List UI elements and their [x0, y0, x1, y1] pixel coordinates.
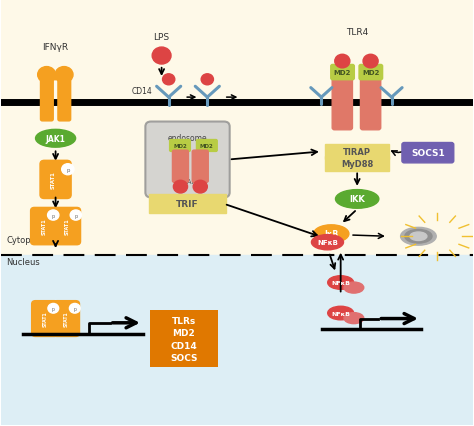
Ellipse shape	[314, 225, 349, 243]
Text: NFκB: NFκB	[331, 311, 350, 316]
Circle shape	[48, 304, 59, 314]
Text: IFNγR: IFNγR	[43, 43, 69, 52]
Text: JAK1: JAK1	[46, 135, 65, 144]
Text: MD2: MD2	[173, 144, 187, 149]
FancyBboxPatch shape	[150, 311, 218, 367]
Circle shape	[69, 304, 80, 314]
Text: TLRs
MD2
CD14
SOCS: TLRs MD2 CD14 SOCS	[170, 316, 198, 363]
Text: CD14: CD14	[131, 86, 152, 95]
FancyBboxPatch shape	[197, 140, 217, 152]
Circle shape	[163, 75, 175, 86]
Ellipse shape	[36, 130, 76, 148]
Text: TRIF: TRIF	[176, 200, 199, 209]
Ellipse shape	[336, 190, 379, 209]
Circle shape	[47, 210, 59, 221]
Circle shape	[152, 48, 171, 65]
Circle shape	[173, 181, 188, 193]
FancyBboxPatch shape	[40, 161, 71, 199]
Circle shape	[201, 75, 213, 86]
FancyBboxPatch shape	[332, 78, 353, 130]
FancyBboxPatch shape	[44, 74, 67, 81]
Text: p: p	[66, 167, 70, 173]
Bar	[1, 1, 473, 255]
Text: p: p	[73, 306, 76, 311]
Text: endosome: endosome	[168, 133, 207, 142]
Ellipse shape	[344, 282, 364, 294]
Text: p: p	[52, 213, 55, 218]
Text: MD2: MD2	[200, 144, 214, 149]
Circle shape	[335, 55, 350, 69]
Text: p: p	[74, 213, 77, 218]
FancyBboxPatch shape	[325, 157, 389, 171]
Text: NFκB: NFκB	[331, 280, 350, 285]
FancyBboxPatch shape	[53, 208, 81, 245]
Ellipse shape	[328, 276, 354, 290]
FancyBboxPatch shape	[170, 140, 191, 152]
Circle shape	[62, 164, 74, 176]
Text: LPS: LPS	[154, 33, 170, 42]
Text: SOCS1: SOCS1	[411, 149, 445, 158]
FancyBboxPatch shape	[192, 151, 208, 183]
Circle shape	[70, 210, 82, 221]
Ellipse shape	[344, 313, 364, 324]
Ellipse shape	[311, 235, 344, 250]
Text: NFκB: NFκB	[317, 240, 338, 246]
Circle shape	[363, 55, 378, 69]
FancyBboxPatch shape	[146, 122, 230, 198]
FancyBboxPatch shape	[173, 151, 189, 183]
Text: Nucleus: Nucleus	[6, 257, 40, 266]
Text: IκB: IκB	[324, 230, 338, 239]
Text: STAT1: STAT1	[64, 311, 69, 327]
Text: p: p	[52, 306, 55, 311]
Text: MD2: MD2	[362, 70, 380, 76]
FancyBboxPatch shape	[58, 80, 71, 121]
Ellipse shape	[405, 230, 432, 244]
FancyBboxPatch shape	[32, 301, 58, 337]
Ellipse shape	[328, 307, 354, 320]
Text: TLR4: TLR4	[346, 29, 368, 37]
Text: Cytoplasm: Cytoplasm	[6, 236, 51, 245]
FancyBboxPatch shape	[40, 80, 53, 121]
FancyBboxPatch shape	[325, 145, 389, 159]
Text: TIRAP: TIRAP	[343, 147, 371, 156]
Bar	[1, 255, 473, 425]
Text: MyD88: MyD88	[341, 159, 374, 168]
Text: MD2: MD2	[334, 70, 351, 76]
Text: TRAM: TRAM	[178, 179, 197, 185]
Ellipse shape	[401, 228, 436, 245]
Circle shape	[55, 67, 73, 83]
Text: STAT1: STAT1	[51, 171, 56, 189]
FancyBboxPatch shape	[402, 143, 454, 164]
Text: STAT1: STAT1	[42, 311, 47, 327]
FancyBboxPatch shape	[149, 195, 226, 213]
Ellipse shape	[410, 233, 427, 241]
Text: STAT1: STAT1	[64, 218, 69, 235]
FancyBboxPatch shape	[331, 65, 355, 81]
FancyBboxPatch shape	[359, 65, 383, 81]
FancyBboxPatch shape	[360, 78, 381, 130]
Text: IKK: IKK	[349, 195, 365, 204]
Text: STAT1: STAT1	[42, 218, 47, 235]
FancyBboxPatch shape	[31, 208, 58, 245]
Circle shape	[193, 181, 207, 193]
Circle shape	[37, 67, 55, 83]
FancyBboxPatch shape	[53, 301, 80, 337]
